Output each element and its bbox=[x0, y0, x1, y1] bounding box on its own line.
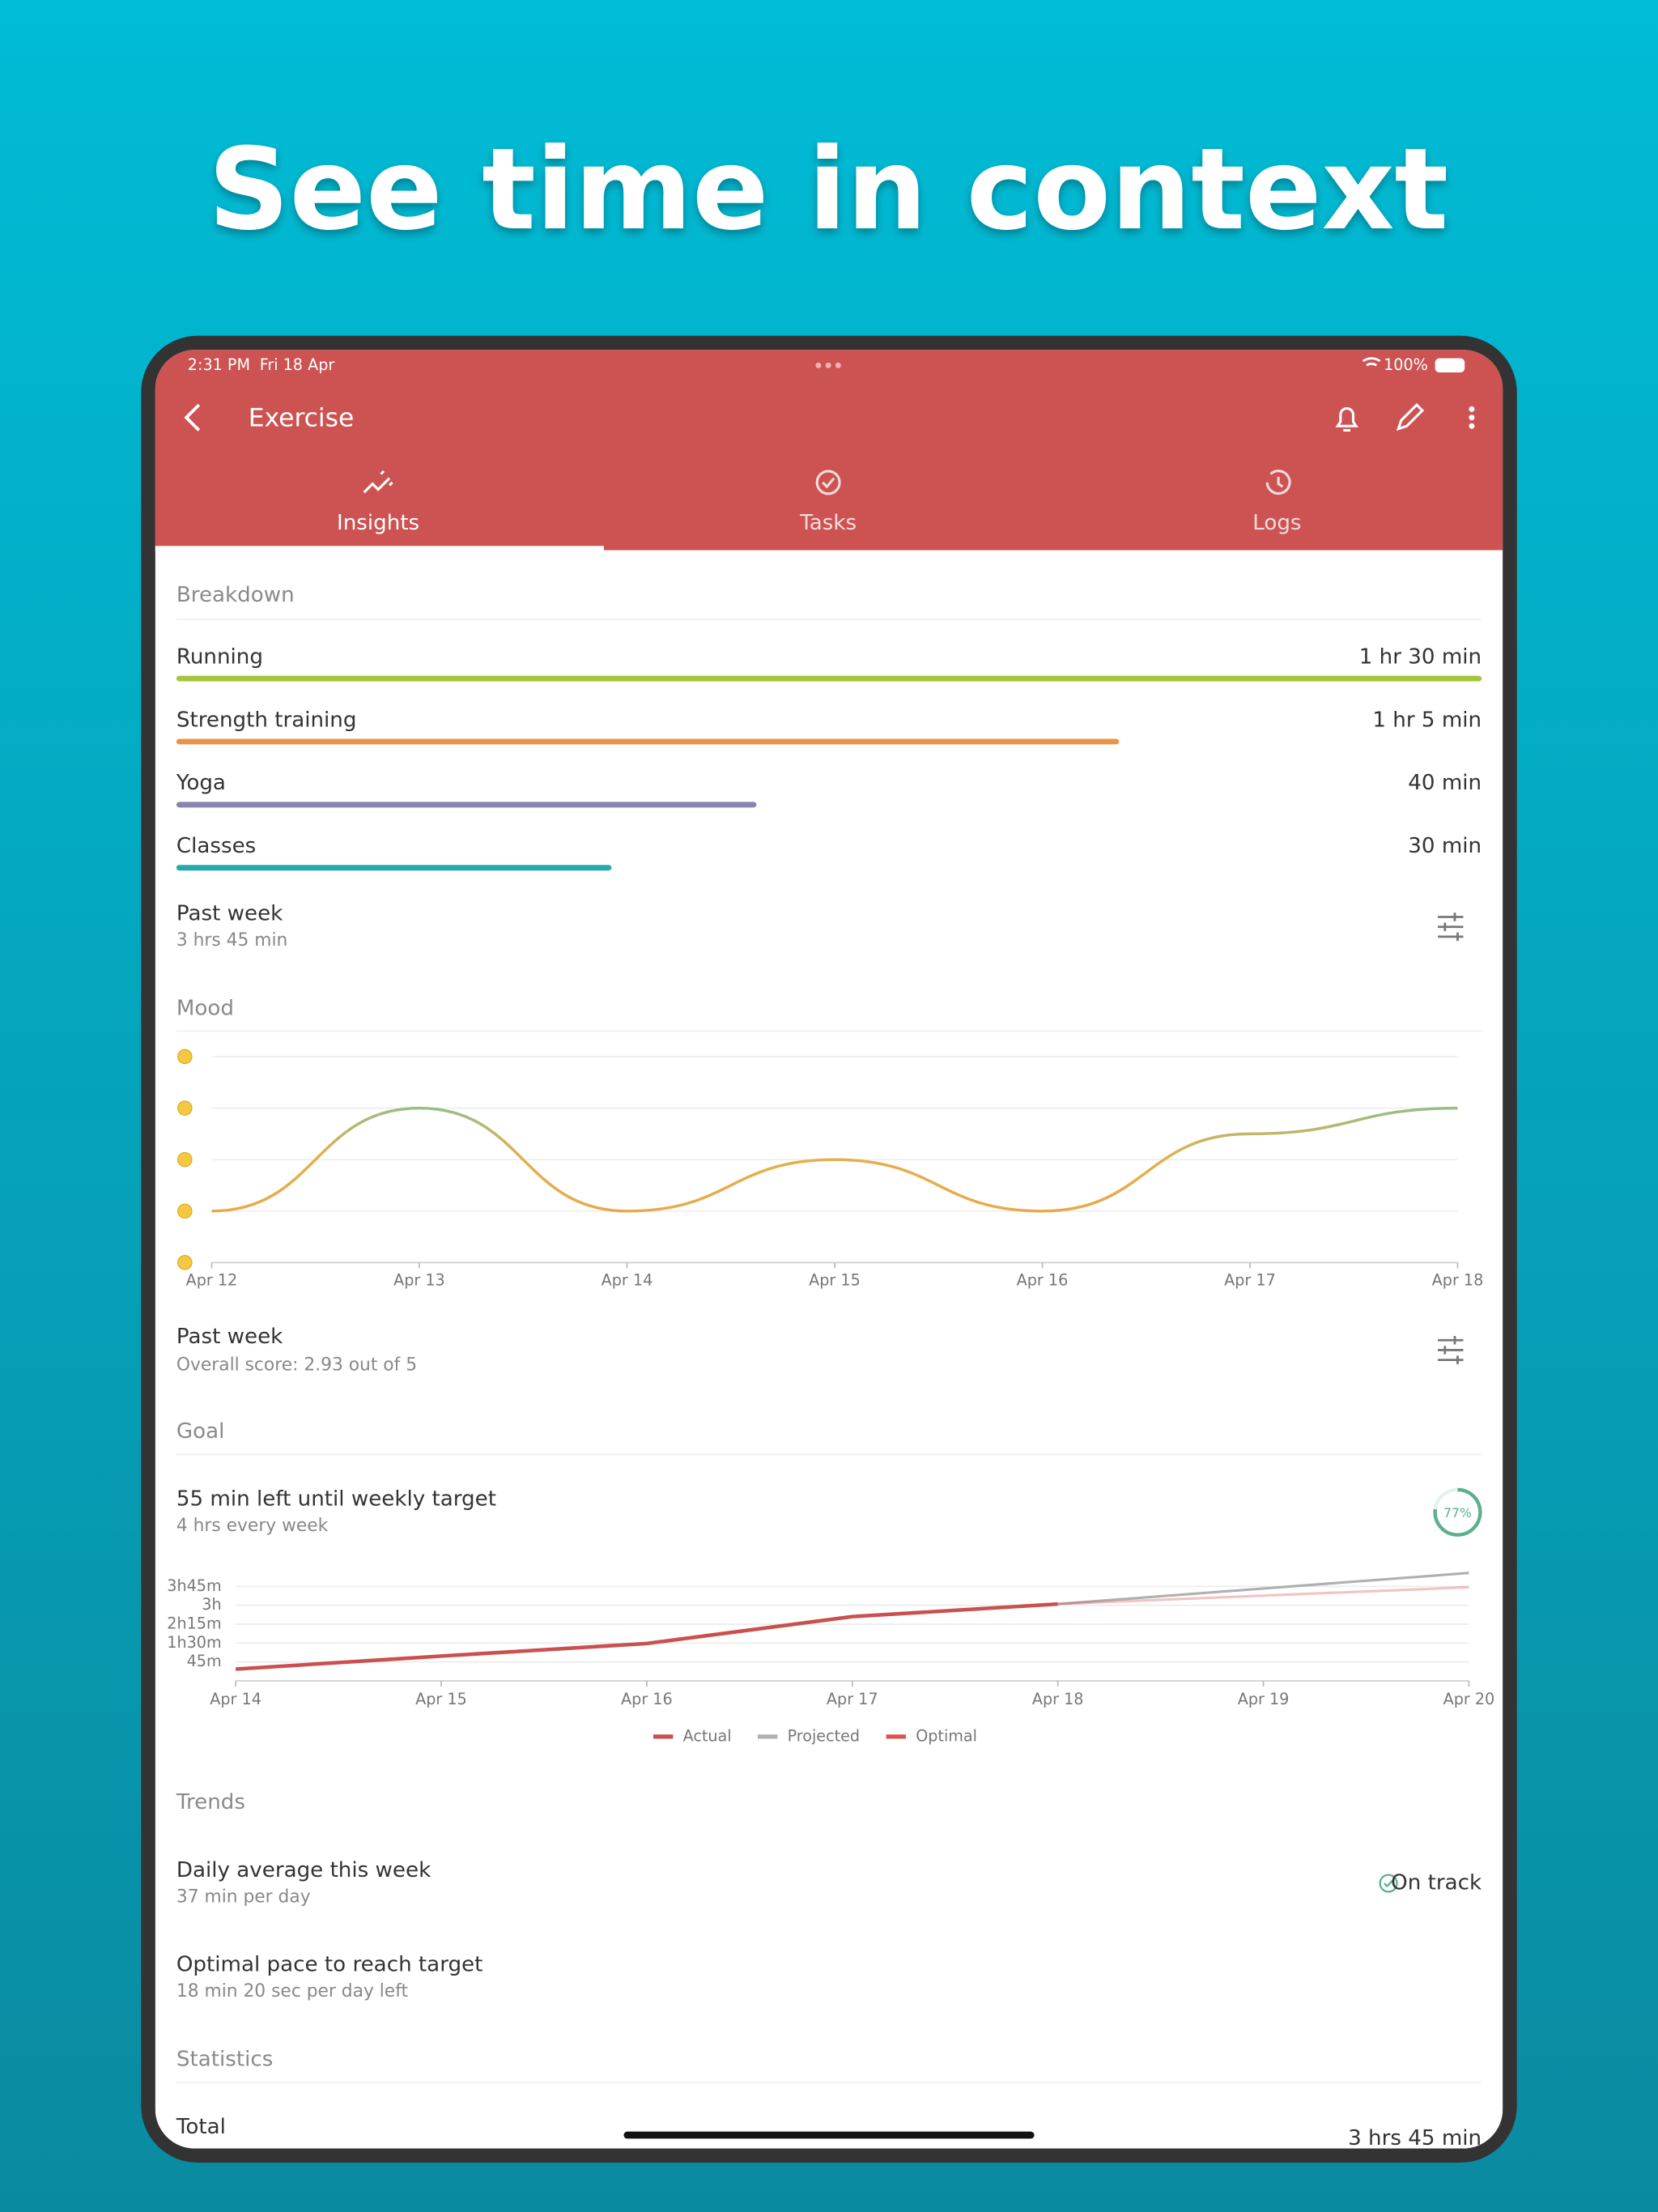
status-date: Fri 18 Apr bbox=[260, 355, 335, 374]
battery-icon bbox=[1435, 358, 1465, 372]
app-title: Exercise bbox=[249, 403, 355, 432]
item-name: Strength training bbox=[176, 708, 357, 732]
battery-text: 100% bbox=[1384, 355, 1428, 374]
x-tick-label: Apr 20 bbox=[1443, 1690, 1495, 1708]
duration-bar bbox=[176, 865, 612, 871]
mood-tick-icon bbox=[177, 1049, 193, 1065]
item-name: Running bbox=[176, 644, 263, 669]
x-tick-label: Apr 14 bbox=[602, 1271, 653, 1290]
x-tick-label: Apr 18 bbox=[1032, 1690, 1084, 1708]
y-tick-label: 2h15m bbox=[167, 1614, 221, 1632]
mood-tick-icon bbox=[177, 1151, 193, 1168]
mood-tick-icon bbox=[177, 1255, 193, 1270]
period: Past week bbox=[176, 902, 283, 926]
stat-value: 3 hrs 45 min bbox=[1348, 2126, 1482, 2150]
more-button[interactable] bbox=[1469, 406, 1475, 429]
goal-title: 55 min left until weekly target bbox=[176, 1487, 496, 1512]
y-tick-label: 1h30m bbox=[167, 1633, 221, 1652]
wifi-icon bbox=[1362, 357, 1381, 367]
goal-line bbox=[1057, 1585, 1469, 1606]
tasks-icon bbox=[815, 470, 841, 496]
trend-title: Daily average this week bbox=[176, 1858, 432, 1882]
item-name: Yoga bbox=[176, 771, 226, 795]
x-tick-label: Apr 15 bbox=[415, 1690, 467, 1708]
legend-label: Actual bbox=[683, 1726, 732, 1745]
headline: See time in context bbox=[208, 124, 1448, 255]
duration-bar bbox=[176, 738, 1120, 745]
x-tick-label: Apr 17 bbox=[827, 1690, 878, 1708]
tab-label[interactable]: Logs bbox=[1252, 511, 1301, 535]
x-tick-label: Apr 15 bbox=[809, 1271, 861, 1290]
tab-indicator bbox=[155, 546, 604, 552]
insights-icon bbox=[363, 470, 393, 494]
item-duration: 40 min bbox=[1408, 771, 1482, 795]
screen-bg bbox=[155, 350, 1503, 2149]
y-tick-label: 3h bbox=[202, 1595, 221, 1614]
goal-line bbox=[235, 1602, 1058, 1671]
x-tick-label: Apr 18 bbox=[1432, 1271, 1484, 1290]
x-tick-label: Apr 16 bbox=[621, 1690, 673, 1708]
y-tick-label: 3h45m bbox=[167, 1576, 221, 1595]
filter-button[interactable] bbox=[1438, 1336, 1464, 1364]
progress-ring bbox=[1433, 1487, 1482, 1537]
edit-button[interactable] bbox=[1396, 402, 1425, 432]
section-heading: Breakdown bbox=[176, 583, 295, 607]
goal-subtitle: 4 hrs every week bbox=[176, 1516, 329, 1536]
logs-icon bbox=[1265, 470, 1291, 496]
x-tick-label: Apr 12 bbox=[186, 1271, 238, 1290]
item-duration: 30 min bbox=[1408, 834, 1482, 858]
trend-subtitle: 18 min 20 sec per day left bbox=[176, 1981, 409, 2001]
section-heading: Trends bbox=[176, 1790, 245, 1814]
x-tick-label: Apr 19 bbox=[1238, 1690, 1290, 1708]
duration-bar bbox=[176, 675, 1482, 682]
period: Past week bbox=[176, 1325, 283, 1349]
mood-line bbox=[211, 1106, 1458, 1213]
multitask-dots bbox=[815, 362, 841, 368]
section-heading: Statistics bbox=[176, 2047, 273, 2071]
legend-label: Projected bbox=[788, 1726, 861, 1745]
legend-label: Optimal bbox=[916, 1726, 977, 1745]
status-icon bbox=[1379, 1874, 1398, 1893]
item-name: Classes bbox=[176, 834, 256, 858]
section-heading: Mood bbox=[176, 996, 234, 1020]
tab-label[interactable]: Insights bbox=[337, 511, 419, 535]
mood-score: Overall score: 2.93 out of 5 bbox=[176, 1355, 417, 1376]
x-tick-label: Apr 14 bbox=[210, 1690, 261, 1708]
status-time: 2:31 PM bbox=[188, 355, 250, 374]
item-duration: 1 hr 30 min bbox=[1359, 644, 1482, 669]
screen: 2:31 PM Fri 18 Apr 100% Exercise Insight… bbox=[155, 350, 1503, 2150]
progress-label: 77% bbox=[1443, 1505, 1472, 1521]
bell-button[interactable] bbox=[1335, 406, 1358, 432]
filter-button[interactable] bbox=[1438, 912, 1464, 942]
back-button[interactable] bbox=[184, 403, 201, 432]
mood-tick-icon bbox=[177, 1203, 193, 1219]
x-tick-label: Apr 17 bbox=[1224, 1271, 1276, 1290]
home-indicator bbox=[623, 2131, 1035, 2139]
trend-status: On track bbox=[1391, 1871, 1482, 1895]
tab-label[interactable]: Tasks bbox=[799, 511, 857, 535]
goal-line bbox=[1057, 1572, 1469, 1606]
duration-bar bbox=[176, 802, 757, 808]
trend-subtitle: 37 min per day bbox=[176, 1887, 311, 1907]
x-tick-label: Apr 13 bbox=[393, 1271, 445, 1290]
item-duration: 1 hr 5 min bbox=[1372, 708, 1482, 732]
y-tick-label: 45m bbox=[187, 1652, 222, 1670]
mood-tick-icon bbox=[177, 1100, 193, 1116]
period-total: 3 hrs 45 min bbox=[176, 930, 287, 951]
x-tick-label: Apr 16 bbox=[1017, 1271, 1069, 1290]
app-header bbox=[155, 350, 1503, 551]
section-heading: Goal bbox=[176, 1419, 225, 1444]
trend-title: Optimal pace to reach target bbox=[176, 1953, 483, 1977]
stat-title: Total bbox=[176, 2115, 226, 2139]
